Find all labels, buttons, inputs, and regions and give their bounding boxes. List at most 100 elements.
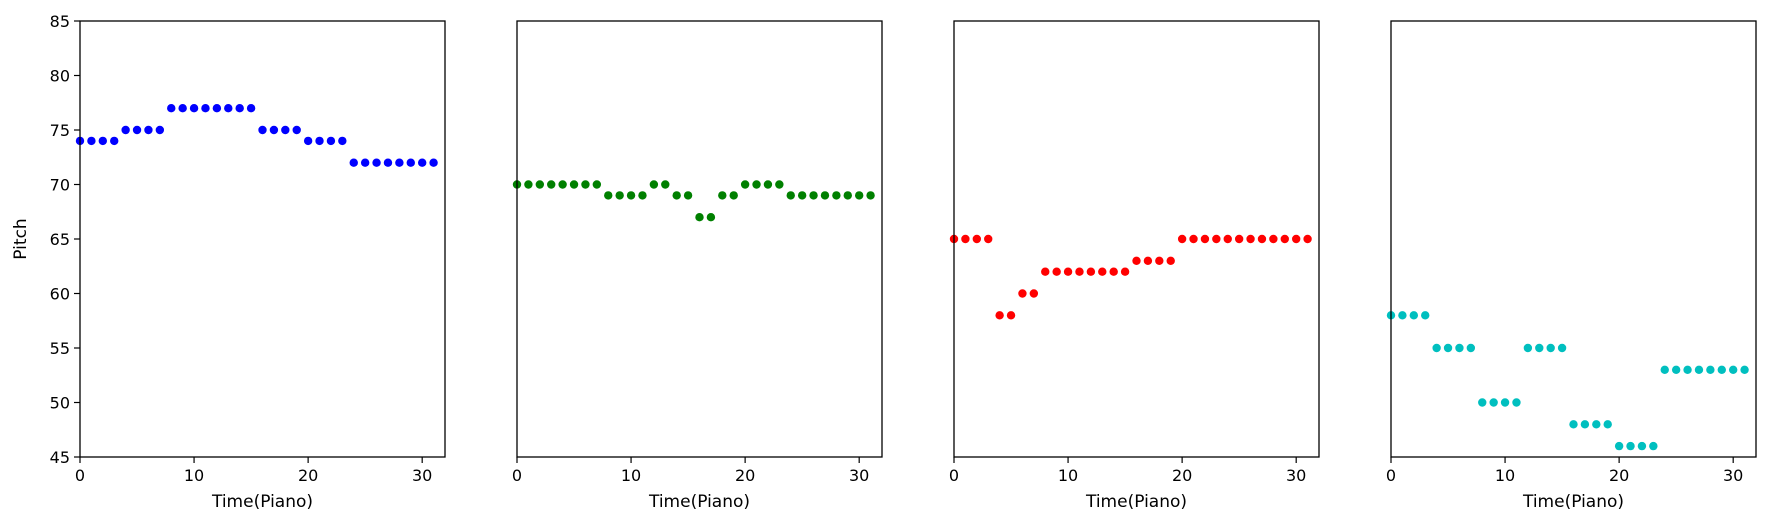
chart-panel-2: 0 10 20 30 Time(Piano) [512,20,883,512]
data-point [1489,398,1498,407]
data-point [1500,398,1510,407]
x-tick-label: 10 [184,466,204,485]
chart-panel-3: 0 10 20 30 Time(Piano) [949,20,1320,512]
data-point [144,125,153,135]
data-point [1603,420,1612,429]
data-point [1455,343,1464,353]
data-point [820,191,830,200]
data-point [649,180,659,189]
data-point [740,180,750,189]
data-point [1052,267,1061,276]
data-point [843,191,852,200]
x-tick-label: 0 [512,466,522,485]
data-point [1398,311,1407,320]
plot-frame [516,20,883,458]
y-tick-label: 50 [50,394,70,413]
y-tick-label: 85 [50,12,70,31]
x-axis-label: Time(Piano) [211,492,313,512]
data-point [615,191,624,200]
x-tick-label: 30 [1286,466,1306,485]
data-point [1694,365,1704,374]
data-point [178,104,187,113]
data-point [1223,234,1232,244]
y-tick-label: 80 [50,67,70,86]
data-point [1683,365,1692,374]
data-point [1291,234,1301,244]
data-point [429,158,438,167]
data-point [695,213,704,222]
y-tick-label: 55 [50,339,70,358]
data-point [189,104,199,113]
data-point [1109,267,1118,276]
data-point [1557,343,1567,353]
chart-panel-1: 0 10 20 30 45 50 55 60 65 70 75 80 85 Time(Piano) Pitc… [11,12,446,512]
y-tick-label: 60 [50,285,70,304]
data-point [1512,398,1521,407]
data-point [1269,234,1278,244]
data-point [763,180,773,189]
data-point [1717,365,1726,374]
x-tick-label: 0 [75,466,85,485]
data-point [1432,343,1441,353]
data-point [809,191,818,200]
data-point [1132,256,1141,265]
data-point [292,125,301,135]
data-point [235,104,244,113]
data-point [786,191,795,200]
data-point [1120,267,1130,276]
data-point [87,136,96,146]
data-point [1740,365,1749,374]
data-point [395,158,404,167]
data-point [269,125,279,135]
data-point [98,136,108,146]
data-point [797,191,807,200]
data-point [1728,365,1738,374]
data-point [1166,256,1175,265]
data-point [303,136,313,146]
data-point [972,234,982,244]
data-point [1409,311,1419,320]
data-point [569,180,579,189]
data-point [752,180,761,189]
data-point [1143,256,1153,265]
data-point [155,125,165,135]
data-point [1421,311,1430,320]
data-point [201,104,210,113]
data-point [1189,234,1198,244]
data-point [167,104,176,113]
data-point [1637,441,1647,451]
data-point [1466,343,1476,353]
data-point [1671,365,1681,374]
data-point [1478,398,1487,407]
data-point [1535,343,1544,353]
data-point [832,191,841,200]
data-point [1614,441,1624,451]
data-point [547,180,556,189]
data-point [524,180,533,189]
x-axis-label: Time(Piano) [1085,492,1187,512]
data-point [1706,365,1715,374]
plot-frame [79,20,446,458]
data-point [1063,267,1073,276]
data-point [121,125,130,135]
plot-frame [1390,20,1757,458]
data-point [866,191,875,200]
data-point [1029,289,1039,298]
x-tick-label: 20 [1172,466,1192,485]
x-tick-label: 20 [735,466,755,485]
data-point [338,136,347,146]
data-point [212,104,222,113]
data-point [995,311,1004,320]
data-point [110,136,119,146]
data-point [1155,256,1164,265]
data-point [1006,311,1016,320]
x-tick-label: 30 [1723,466,1743,485]
data-point [683,191,693,200]
data-point [581,180,590,189]
data-point [706,213,716,222]
data-point [224,104,233,113]
data-point [604,191,613,200]
data-point [1626,441,1635,451]
data-point [961,234,970,244]
data-point [626,191,636,200]
